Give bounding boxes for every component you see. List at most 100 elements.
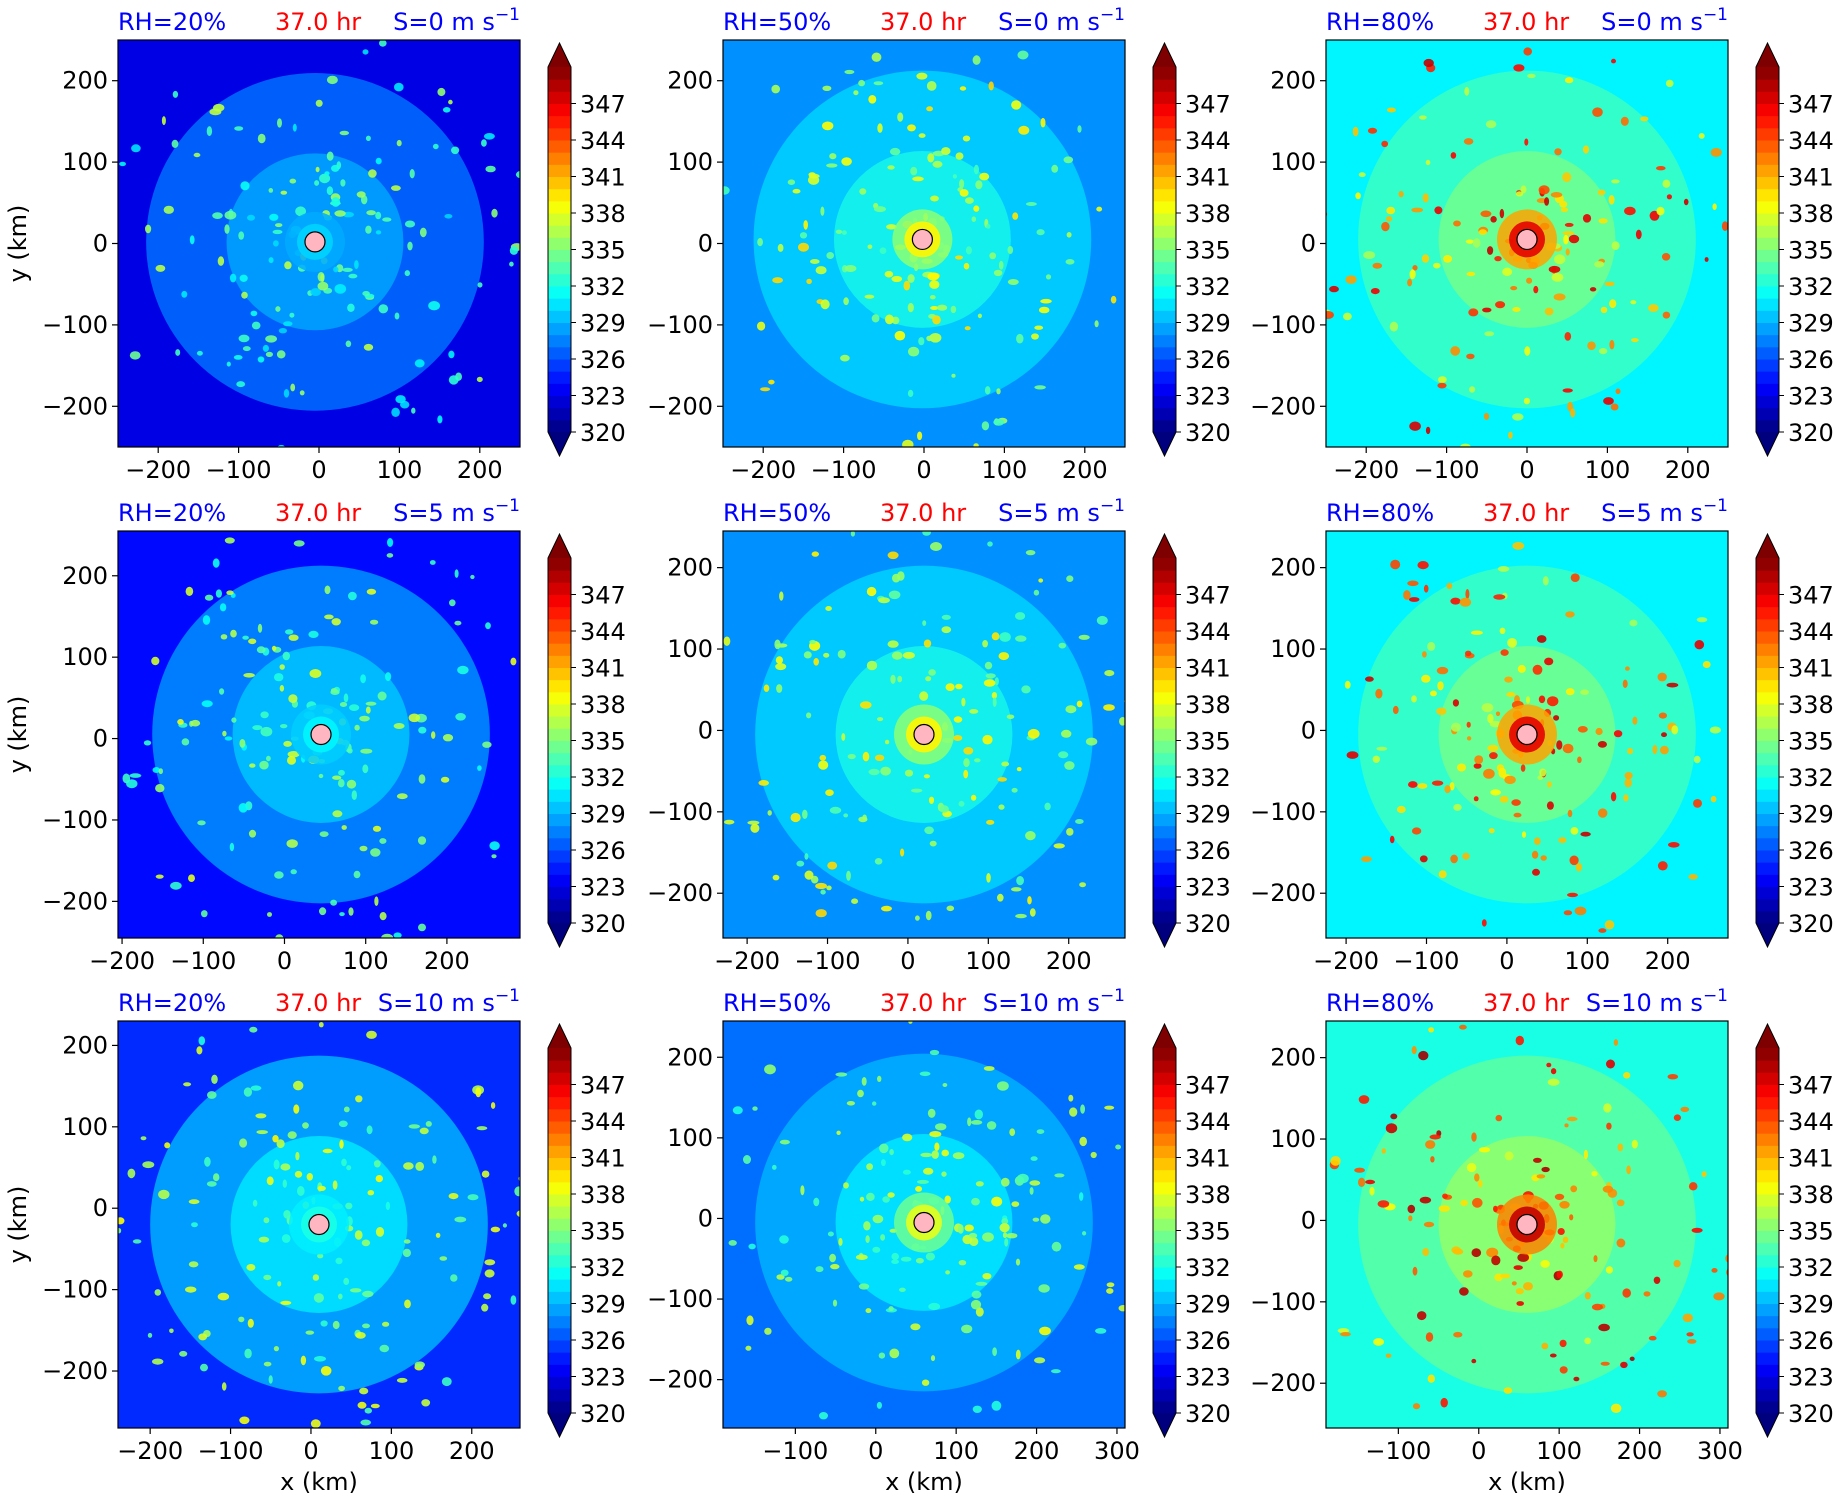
y-tick-label: 0 bbox=[93, 230, 108, 258]
y-tick-label: 0 bbox=[698, 1204, 713, 1232]
colorbar-tick-label: 341 bbox=[580, 1145, 626, 1173]
y-tick-label: −100 bbox=[42, 311, 108, 339]
colorbar: 320 323 326 329 332 335 338 341 344 347 bbox=[547, 1022, 626, 1439]
axes-frame bbox=[722, 530, 1126, 939]
y-tick-label: 200 bbox=[62, 1031, 108, 1059]
colorbar-tick-label: 332 bbox=[580, 1254, 626, 1282]
y-tick-label: 100 bbox=[1270, 1125, 1316, 1153]
y-tick-label: 100 bbox=[667, 635, 713, 663]
x-tick-label: 200 bbox=[457, 456, 503, 484]
colorbar-extend-max bbox=[1756, 43, 1779, 67]
colorbar-tick-label: 341 bbox=[1788, 1145, 1833, 1173]
colorbar-tick-label: 344 bbox=[1185, 618, 1231, 646]
y-tick-label: 200 bbox=[62, 562, 108, 590]
colorbar-extend-min bbox=[1153, 1413, 1176, 1437]
x-tick-label: −200 bbox=[89, 947, 155, 975]
x-tick-label: 0 bbox=[277, 947, 292, 975]
time-title: 37.0 hr bbox=[1483, 989, 1569, 1017]
colorbar-tick-label: 326 bbox=[1185, 346, 1231, 374]
colorbar-extend-min bbox=[548, 923, 571, 947]
x-tick-label: −100 bbox=[170, 947, 236, 975]
y-tick-label: 200 bbox=[1270, 1044, 1316, 1072]
colorbar-tick-label: 332 bbox=[580, 273, 626, 301]
colorbar-extend-min bbox=[548, 432, 571, 456]
y-tick-label: 100 bbox=[62, 643, 108, 671]
colorbar-extend-max bbox=[1756, 1024, 1779, 1048]
colorbar-tick-label: 338 bbox=[580, 200, 626, 228]
colorbar-tick-label: 323 bbox=[1185, 1364, 1231, 1392]
x-tick-label: −100 bbox=[198, 1437, 264, 1465]
x-tick-label: −100 bbox=[1365, 1437, 1431, 1465]
colorbar-tick-label: 320 bbox=[1185, 419, 1231, 447]
colorbar-tick-label: 323 bbox=[580, 1364, 626, 1392]
y-tick-label: −200 bbox=[1250, 1369, 1316, 1397]
time-title: 37.0 hr bbox=[1483, 8, 1569, 36]
y-tick-label: 0 bbox=[93, 1194, 108, 1222]
y-axis-label: y (km) bbox=[4, 696, 32, 774]
x-tick-label: 200 bbox=[1046, 947, 1092, 975]
y-axis-label: y (km) bbox=[4, 1186, 32, 1264]
y-tick-label: −200 bbox=[42, 392, 108, 420]
storm-center-marker bbox=[310, 723, 332, 746]
colorbar-tick-label: 320 bbox=[1788, 1400, 1833, 1428]
storm-center-marker bbox=[913, 723, 935, 746]
y-tick-label: −100 bbox=[42, 806, 108, 834]
time-title: 37.0 hr bbox=[880, 989, 966, 1017]
colorbar-tick-label: 332 bbox=[1185, 273, 1231, 301]
time-title: 37.0 hr bbox=[275, 989, 361, 1017]
y-tick-label: 200 bbox=[667, 554, 713, 582]
x-tick-label: 100 bbox=[965, 947, 1011, 975]
colorbar-tick-label: 329 bbox=[1185, 1291, 1231, 1319]
colorbar-tick-label: 326 bbox=[1185, 1327, 1231, 1355]
colorbar-tick-label: 344 bbox=[580, 1108, 626, 1136]
panel-3-1: −200 −100 0 100 200 −200 −100 0 100 200 y (km) x (k… bbox=[4, 986, 626, 1496]
colorbar-tick-label: 320 bbox=[1185, 910, 1231, 938]
panel-3-3: −100 0 100 200 300 −200 −100 0 100 200 x (km) RH=80… bbox=[1250, 986, 1833, 1496]
storm-center-marker bbox=[911, 228, 933, 251]
colorbar-tick-label: 341 bbox=[1788, 655, 1833, 683]
x-tick-label: 0 bbox=[1519, 456, 1534, 484]
time-title: 37.0 hr bbox=[1483, 499, 1569, 527]
storm-center-marker bbox=[1516, 1213, 1538, 1236]
rh-title: RH=20% bbox=[118, 989, 226, 1017]
colorbar-tick-label: 335 bbox=[1788, 237, 1833, 265]
colorbar-tick-label: 323 bbox=[1185, 874, 1231, 902]
colorbar-extend-max bbox=[1153, 534, 1176, 558]
colorbar-tick-label: 329 bbox=[1185, 801, 1231, 829]
x-tick-label: −200 bbox=[125, 456, 191, 484]
colorbar-tick-label: 344 bbox=[1185, 127, 1231, 155]
x-tick-label: 100 bbox=[1584, 456, 1630, 484]
colorbar-tick-label: 332 bbox=[1185, 764, 1231, 792]
colorbar-tick-label: 335 bbox=[1185, 237, 1231, 265]
colorbar-tick-label: 341 bbox=[1185, 655, 1231, 683]
x-tick-label: 0 bbox=[1499, 947, 1514, 975]
colorbar-tick-label: 347 bbox=[580, 91, 626, 119]
y-tick-label: −100 bbox=[647, 311, 713, 339]
colorbar-extend-max bbox=[1756, 534, 1779, 558]
y-tick-label: 0 bbox=[1301, 230, 1316, 258]
x-tick-label: −100 bbox=[762, 1437, 828, 1465]
colorbar-tick-label: 320 bbox=[580, 910, 626, 938]
storm-center-marker bbox=[1516, 723, 1538, 746]
colorbar-tick-label: 341 bbox=[1185, 164, 1231, 192]
colorbar-tick-label: 338 bbox=[1788, 1181, 1833, 1209]
x-tick-label: −100 bbox=[811, 456, 877, 484]
colorbar: 320 323 326 329 332 335 338 341 344 347 bbox=[1152, 1022, 1231, 1439]
x-tick-label: 0 bbox=[311, 456, 326, 484]
colorbar-tick-label: 326 bbox=[580, 1327, 626, 1355]
colorbar-tick-label: 320 bbox=[1788, 910, 1833, 938]
x-tick-label: −200 bbox=[1333, 456, 1399, 484]
y-tick-label: 100 bbox=[1270, 148, 1316, 176]
shear-title: S=10 m s−1 bbox=[378, 986, 520, 1017]
shear-title: S=5 m s−1 bbox=[1601, 496, 1728, 527]
colorbar-tick-label: 344 bbox=[580, 127, 626, 155]
colorbar-tick-label: 332 bbox=[1185, 1254, 1231, 1282]
shear-title: S=5 m s−1 bbox=[998, 496, 1125, 527]
x-tick-label: −100 bbox=[206, 456, 272, 484]
colorbar-tick-label: 329 bbox=[580, 801, 626, 829]
colorbar-tick-label: 335 bbox=[580, 237, 626, 265]
panel-3-2: −100 0 100 200 300 −200 −100 0 100 200 x (km) RH=50… bbox=[647, 986, 1231, 1496]
x-tick-label: 0 bbox=[900, 947, 915, 975]
y-tick-label: 0 bbox=[1301, 716, 1316, 744]
y-tick-label: −200 bbox=[647, 392, 713, 420]
